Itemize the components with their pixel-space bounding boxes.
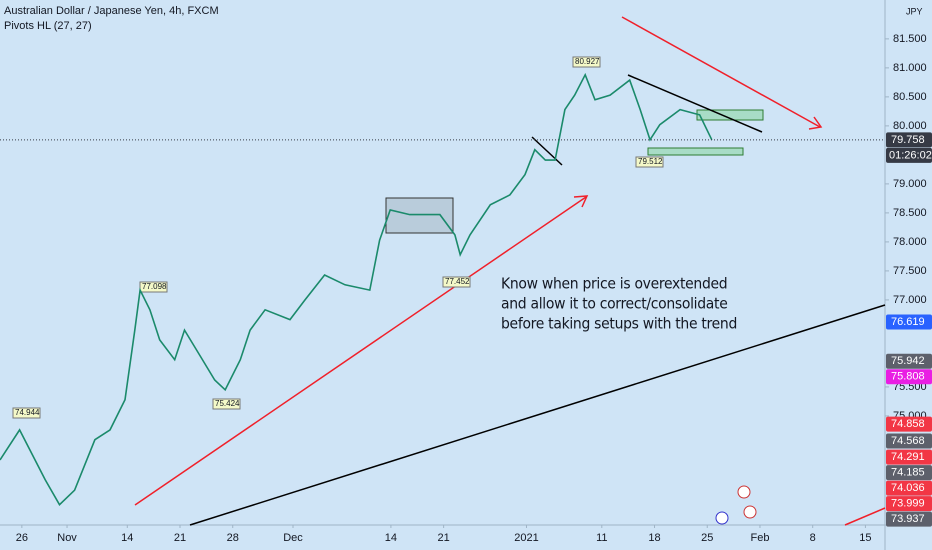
y-tick-label: 81.500 [893, 33, 927, 45]
pivot-box [635, 156, 664, 168]
y-tick-label: 79.000 [893, 178, 927, 190]
x-tick-label: 21 [174, 532, 186, 544]
x-tick-label: 28 [227, 532, 239, 544]
pivot-label: 79.512 [638, 157, 663, 166]
x-tick-label: 14 [385, 532, 397, 544]
y-tick-label: 77.000 [893, 294, 927, 306]
annotation: and allow it to correct/consolidate [501, 295, 728, 313]
arrow-head [573, 195, 589, 208]
chart-title: Australian Dollar / Japanese Yen, 4h, FX… [4, 5, 219, 17]
price-tag [886, 353, 932, 369]
trend-line [844, 507, 886, 526]
pivot-label: 80.927 [575, 57, 600, 66]
x-tick-label: 8 [810, 532, 816, 544]
price-tag-label: 79.758 [891, 134, 925, 146]
resistance-zone [696, 109, 764, 121]
x-tick-label: 25 [701, 532, 713, 544]
x-tick-label: Dec [283, 532, 303, 544]
price-tag [886, 314, 932, 330]
trend-line [627, 74, 763, 133]
price-tag-label: 76.619 [891, 316, 925, 328]
pivot-label: 77.452 [445, 277, 470, 286]
currency: JPY [906, 6, 923, 16]
price-tag-label: 73.937 [891, 513, 925, 525]
price-tag-label: 74.858 [891, 418, 925, 430]
x-tick-label: Feb [750, 532, 769, 544]
trend-line [189, 304, 886, 526]
price-tag [886, 496, 932, 512]
price-tag [886, 416, 932, 432]
pivot-box [12, 407, 41, 419]
price-tag-label: 73.999 [891, 497, 925, 509]
x-tick-label: 21 [438, 532, 450, 544]
countdown: 01:26:02 [889, 149, 932, 161]
pivot-label: 74.944 [15, 408, 40, 417]
x-tick-label: Nov [57, 532, 77, 544]
pivot-box [572, 56, 601, 68]
price-tag-label: 74.568 [891, 435, 925, 447]
price-tag [886, 465, 932, 481]
y-tick-label: 81.000 [893, 62, 927, 74]
price-tag [886, 480, 932, 496]
y-tick-label: 77.500 [893, 265, 927, 277]
pivot-label: 75.424 [215, 399, 240, 408]
price-tag [886, 132, 932, 148]
indicator-name: Pivots HL (27, 27) [4, 20, 92, 32]
x-tick-label: 11 [596, 532, 607, 544]
arrow-head [808, 116, 823, 130]
price-tag [886, 369, 932, 385]
price-line [0, 72, 713, 506]
event-icons [715, 485, 757, 525]
pivot-box [139, 281, 168, 293]
countdown-tag [886, 147, 932, 163]
x-tick-label: 15 [859, 532, 871, 544]
x-tick-label: 14 [121, 532, 133, 544]
pivot-box [212, 398, 241, 410]
trend-arrow [621, 16, 821, 128]
price-tag-label: 74.185 [891, 466, 925, 478]
y-tick-label: 78.000 [893, 236, 927, 248]
support-zone [647, 147, 744, 156]
pivot-label: 77.098 [142, 282, 167, 291]
pivot-box [442, 276, 471, 288]
y-tick-label: 80.500 [893, 91, 927, 103]
x-tick-label: 18 [648, 532, 660, 544]
pivot-labels: 74.944 77.098 75.424 77.452 80.927 79.51… [12, 56, 664, 419]
range-box [385, 197, 454, 234]
price-tag-label: 75.942 [891, 355, 925, 367]
price-tag-label: 75.808 [891, 371, 925, 383]
price-tag-label: 74.291 [891, 451, 925, 463]
x-tick-label: 2021 [514, 532, 538, 544]
annotation: before taking setups with the trend [501, 315, 737, 333]
price-tag-label: 74.036 [891, 482, 925, 494]
price-tag [886, 433, 932, 449]
price-tag [886, 449, 932, 465]
trend-line [531, 136, 563, 166]
annotation: Know when price is overextended [501, 275, 727, 293]
y-tick-label: 78.500 [893, 207, 927, 219]
price-tag [886, 511, 932, 527]
x-tick-label: 26 [16, 532, 28, 544]
y-tick-label: 80.000 [893, 120, 927, 132]
trend-arrow [134, 196, 587, 506]
